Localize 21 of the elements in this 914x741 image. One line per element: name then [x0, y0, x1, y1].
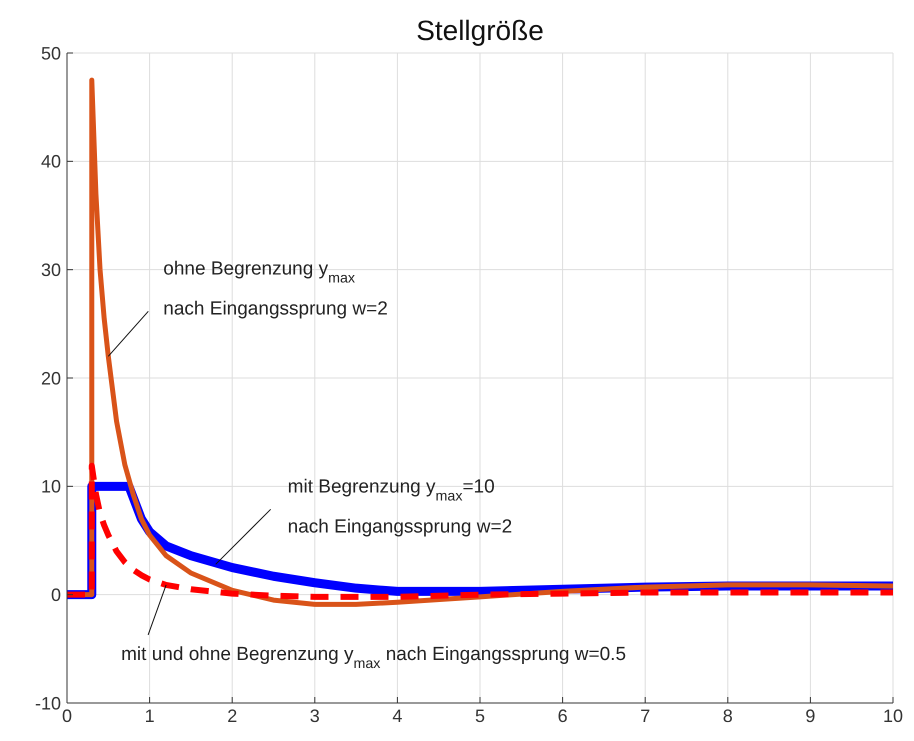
x-tick-label: 7	[640, 706, 650, 726]
y-tick-label: -10	[34, 693, 61, 714]
x-tick-label: 5	[474, 706, 486, 726]
x-tick-label: 8	[722, 706, 733, 726]
chart-title: Stellgröße	[416, 15, 544, 46]
y-tick-label: 50	[40, 43, 61, 64]
y-tick-label: 20	[40, 368, 61, 388]
x-tick-label: 2	[227, 706, 238, 726]
x-tick-label: 10	[882, 706, 904, 726]
y-tick-label: 10	[40, 476, 61, 497]
y-tick-label: 0	[50, 585, 61, 606]
x-tick-label: 4	[392, 706, 402, 726]
y-tick-label: 30	[40, 260, 61, 280]
x-tick-label: 9	[805, 706, 816, 726]
x-tick-label: 3	[310, 706, 320, 726]
y-tick-label: 40	[40, 152, 61, 172]
x-tick-label: 6	[558, 706, 568, 726]
x-tick-label: 1	[144, 706, 155, 726]
annotation: mit und ohne Begrenzung y$_{max}$ nach Eingangssprung w=0.5	[121, 644, 626, 672]
annotation: mit Begrenzung y$_{max}$=10 nach Eingangssprung w=2	[288, 476, 512, 538]
annotation: ohne Begrenzung y$_{max}$ nach Eingangssprung w=2	[163, 258, 388, 320]
